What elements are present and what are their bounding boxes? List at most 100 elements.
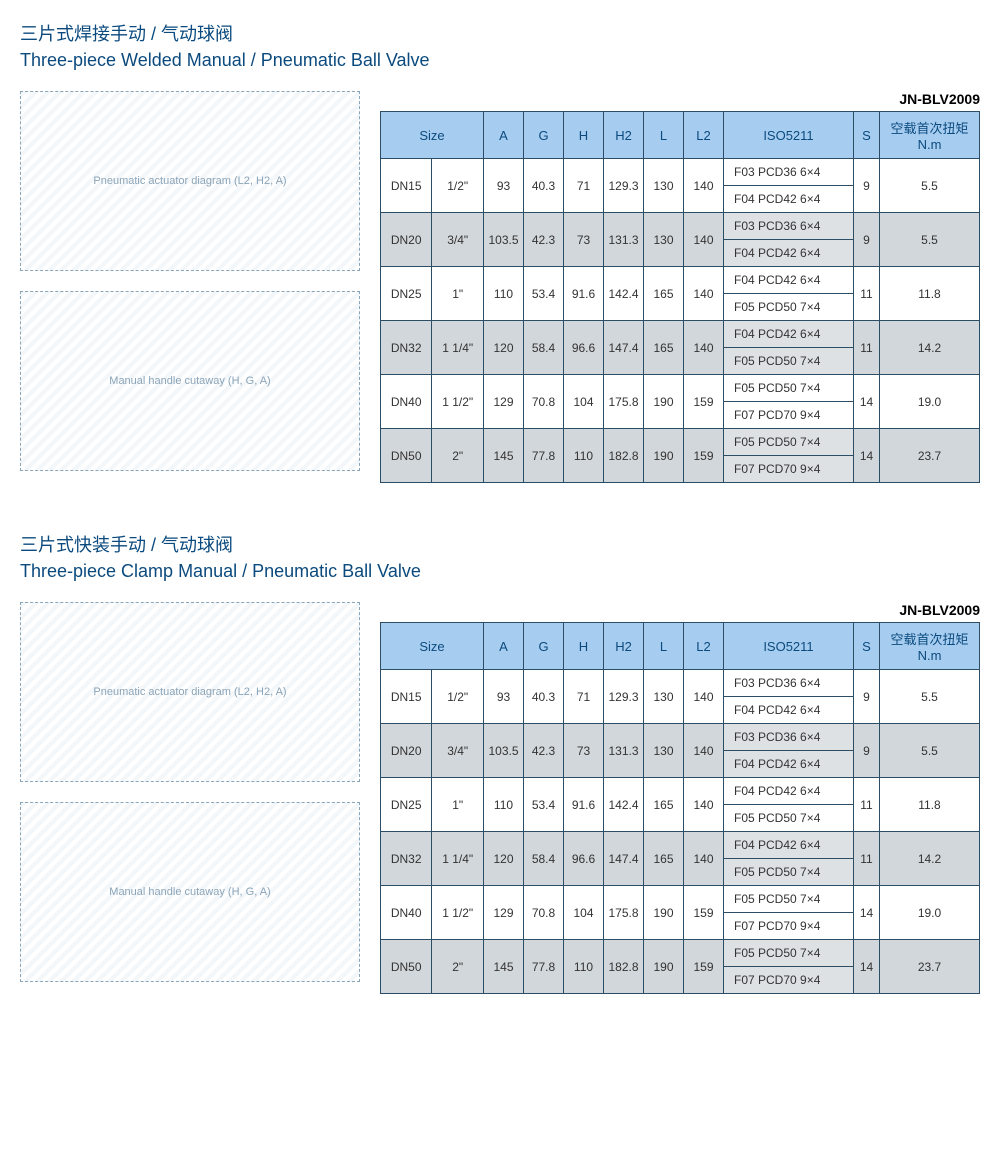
table-cell: 40.3	[524, 670, 564, 724]
table-cell: 130	[644, 213, 684, 267]
spec-table: SizeAGHH2LL2ISO5211S空载首次扭矩 N.mDN151/2"93…	[380, 622, 980, 994]
table-cell: 5.5	[880, 213, 980, 267]
table-cell: F05 PCD50 7×4	[724, 294, 854, 321]
table-cell: F04 PCD42 6×4	[724, 321, 854, 348]
table-cell: 73	[564, 213, 604, 267]
table-cell: 42.3	[524, 213, 564, 267]
table-cell: DN15	[381, 670, 432, 724]
table-cell: F03 PCD36 6×4	[724, 670, 854, 697]
table-cell: DN50	[381, 940, 432, 994]
col-header: ISO5211	[724, 112, 854, 159]
table-row: DN321 1/4"12058.496.6147.4165140F04 PCD4…	[381, 832, 980, 859]
table-cell: F03 PCD36 6×4	[724, 724, 854, 751]
table-cell: 140	[684, 832, 724, 886]
title-cn: 三片式快装手动 / 气动球阀	[20, 531, 980, 557]
manual-diagram: Manual handle cutaway (H, G, A)	[20, 802, 360, 982]
table-cell: 73	[564, 724, 604, 778]
col-header: A	[484, 112, 524, 159]
content-row: Pneumatic actuator diagram (L2, H2, A) Ma…	[20, 602, 980, 1002]
table-cell: 190	[644, 375, 684, 429]
spec-section: 三片式焊接手动 / 气动球阀Three-piece Welded Manual …	[20, 20, 980, 491]
table-cell: 11	[854, 778, 880, 832]
col-header: S	[854, 112, 880, 159]
table-cell: 96.6	[564, 321, 604, 375]
table-cell: F05 PCD50 7×4	[724, 805, 854, 832]
table-cell: 5.5	[880, 159, 980, 213]
title-en: Three-piece Clamp Manual / Pneumatic Bal…	[20, 561, 980, 582]
table-cell: 131.3	[604, 724, 644, 778]
manual-diagram: Manual handle cutaway (H, G, A)	[20, 291, 360, 471]
table-cell: 140	[684, 724, 724, 778]
table-cell: 77.8	[524, 940, 564, 994]
table-cell: 58.4	[524, 832, 564, 886]
table-cell: 129.3	[604, 159, 644, 213]
table-row: DN203/4"103.542.373131.3130140F03 PCD36 …	[381, 213, 980, 240]
col-header: H2	[604, 112, 644, 159]
table-cell: 140	[684, 213, 724, 267]
table-cell: 77.8	[524, 429, 564, 483]
col-header: L	[644, 112, 684, 159]
table-cell: 9	[854, 670, 880, 724]
col-header: H	[564, 112, 604, 159]
table-cell: 91.6	[564, 267, 604, 321]
table-cell: 110	[484, 267, 524, 321]
spec-section: 三片式快装手动 / 气动球阀 Three-piece Clamp Manual /…	[20, 531, 980, 1002]
table-cell: 140	[684, 670, 724, 724]
col-header: G	[524, 623, 564, 670]
col-header: ISO5211	[724, 623, 854, 670]
table-cell: 11	[854, 321, 880, 375]
table-cell: 147.4	[604, 832, 644, 886]
table-cell: 120	[484, 321, 524, 375]
table-cell: 11	[854, 832, 880, 886]
table-cell: F05 PCD50 7×4	[724, 886, 854, 913]
table-cell: 190	[644, 940, 684, 994]
table-cell: 110	[564, 429, 604, 483]
table-cell: 23.7	[880, 940, 980, 994]
table-cell: 182.8	[604, 940, 644, 994]
title-en: Three-piece Welded Manual / Pneumatic Ba…	[20, 50, 980, 71]
pneumatic-diagram: Pneumatic actuator diagram (L2, H2, A)	[20, 602, 360, 782]
table-cell: 42.3	[524, 724, 564, 778]
table-cell: DN40	[381, 375, 432, 429]
table-cell: 9	[854, 724, 880, 778]
table-cell: DN25	[381, 267, 432, 321]
table-cell: 165	[644, 832, 684, 886]
table-cell: 145	[484, 429, 524, 483]
table-cell: 110	[564, 940, 604, 994]
table-cell: 1/2"	[432, 159, 484, 213]
table-row: DN401 1/2"12970.8104175.8190159F05 PCD50…	[381, 375, 980, 402]
table-cell: F05 PCD50 7×4	[724, 429, 854, 456]
col-header: Size	[381, 623, 484, 670]
table-cell: DN15	[381, 159, 432, 213]
col-header: Size	[381, 112, 484, 159]
spec-table: SizeAGHH2LL2ISO5211S空载首次扭矩 N.mDN151/2"93…	[380, 111, 980, 483]
table-cell: 1 1/2"	[432, 886, 484, 940]
table-cell: F03 PCD36 6×4	[724, 213, 854, 240]
table-cell: F04 PCD42 6×4	[724, 778, 854, 805]
table-cell: 19.0	[880, 886, 980, 940]
table-cell: 19.0	[880, 375, 980, 429]
table-cell: 14	[854, 940, 880, 994]
table-cell: 130	[644, 159, 684, 213]
table-cell: F04 PCD42 6×4	[724, 240, 854, 267]
table-cell: F07 PCD70 9×4	[724, 967, 854, 994]
table-cell: 175.8	[604, 375, 644, 429]
table-cell: 14.2	[880, 321, 980, 375]
table-cell: F05 PCD50 7×4	[724, 859, 854, 886]
table-cell: 5.5	[880, 670, 980, 724]
table-cell: 53.4	[524, 267, 564, 321]
table-cell: 159	[684, 375, 724, 429]
table-cell: 93	[484, 159, 524, 213]
model-label: JN-BLV2009	[380, 602, 980, 618]
table-cell: DN20	[381, 724, 432, 778]
table-cell: 190	[644, 886, 684, 940]
table-cell: F04 PCD42 6×4	[724, 751, 854, 778]
table-cell: 190	[644, 429, 684, 483]
col-header: G	[524, 112, 564, 159]
table-cell: 159	[684, 886, 724, 940]
table-cell: 1 1/4"	[432, 832, 484, 886]
table-cell: 71	[564, 159, 604, 213]
table-cell: F05 PCD50 7×4	[724, 348, 854, 375]
diagram-column: Pneumatic actuator diagram (L2, H2, A) Ma…	[20, 602, 360, 1002]
table-row: DN251"11053.491.6142.4165140F04 PCD42 6×…	[381, 778, 980, 805]
